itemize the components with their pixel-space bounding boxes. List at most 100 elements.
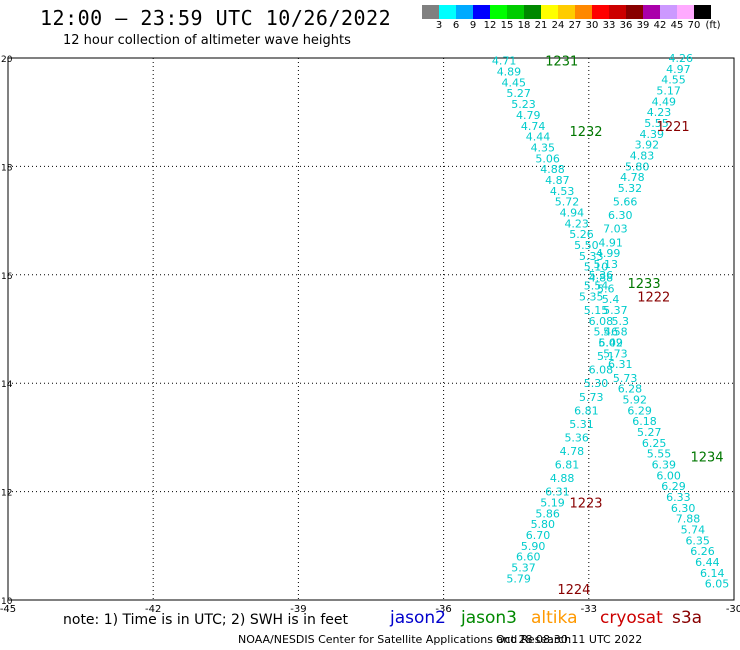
wave-height-value: 4.97	[666, 63, 691, 76]
wave-height-value: 6.05	[705, 578, 730, 591]
wave-height-value: 5.66	[613, 196, 638, 209]
lat-tick-label: 10	[1, 597, 13, 607]
track-label: 1221	[657, 120, 690, 135]
wave-height-value: 4.23	[647, 106, 672, 119]
colorbar-swatch	[558, 5, 575, 19]
wave-height-value: 4.79	[516, 109, 541, 122]
wave-height-value: 6.70	[526, 529, 551, 542]
colorbar-label: 18	[517, 20, 531, 31]
colorbar-swatch	[660, 5, 677, 19]
colorbar-label: 27	[568, 20, 582, 31]
wave-height-value: 4.44	[526, 131, 551, 144]
wave-height-value: 6.00	[656, 469, 681, 482]
wave-height-value: 5.73	[613, 372, 638, 385]
wave-height-value: 6.81	[574, 404, 599, 417]
legend-altika: altika	[531, 608, 578, 628]
wave-height-value: 5.37	[511, 561, 536, 574]
legend-jason2: jason2	[390, 608, 446, 628]
wave-height-colorbar	[422, 5, 711, 19]
wave-height-value: 3.92	[635, 139, 660, 152]
colorbar-label: 70	[687, 20, 701, 31]
wave-height-value: 7.03	[603, 223, 628, 236]
wave-height-value: 5.15	[584, 304, 609, 317]
wave-height-value: 5.42	[598, 337, 623, 350]
wave-height-value: 5.80	[531, 518, 556, 531]
wave-height-value: 4.78	[620, 171, 645, 184]
lon-tick-label: -39	[290, 604, 306, 615]
wave-height-value: 6.39	[652, 459, 677, 472]
wave-height-value: 6.31	[608, 358, 633, 371]
wave-height-value: 4.39	[639, 128, 664, 141]
wave-height-value: 5.31	[569, 418, 594, 431]
wave-height-value: 6.30	[671, 502, 696, 515]
colorbar-swatch	[677, 5, 694, 19]
wave-height-value: 6.18	[632, 415, 657, 428]
wave-height-value: 5.35	[579, 290, 604, 303]
wave-height-value: 6.60	[516, 551, 541, 564]
wave-height-value: 7.88	[676, 513, 701, 526]
wave-height-value: 5.6	[597, 282, 615, 295]
colorbar-label: 42	[653, 20, 667, 31]
colorbar-swatch	[643, 5, 660, 19]
wave-height-value: 4.83	[630, 150, 655, 163]
wave-height-value: 6.35	[685, 534, 710, 547]
wave-height-value: 4.35	[531, 141, 556, 154]
wave-height-value: 6.33	[666, 491, 691, 504]
track-label: 1232	[569, 125, 602, 140]
footer-timestamp: Oct 28 08:30:11 UTC 2022	[496, 633, 643, 646]
wave-height-value: 6.08	[589, 364, 614, 377]
wave-height-value: 5.26	[569, 228, 594, 241]
wave-height-value: 5.80	[625, 160, 650, 173]
wave-height-value: 5.27	[506, 87, 531, 100]
colorbar-label: 3	[435, 20, 443, 31]
wave-height-value: 4.55	[661, 74, 686, 87]
lat-tick-label: 14	[1, 380, 13, 390]
colorbar-label: 15	[500, 20, 514, 31]
colorbar-swatch	[456, 5, 473, 19]
colorbar-swatch	[439, 5, 456, 19]
lon-tick-label: -30	[726, 604, 740, 615]
wave-height-value: 5.17	[656, 85, 681, 98]
wave-height-value: 5.58	[603, 326, 628, 339]
wave-height-value: 5.36	[564, 431, 589, 444]
wave-height-value: 5.4	[602, 293, 620, 306]
wave-height-value: 6.30	[608, 209, 633, 222]
wave-height-value: 4.88	[589, 272, 614, 285]
colorbar-swatch	[524, 5, 541, 19]
wave-height-value: 5.36	[589, 269, 614, 282]
wave-height-value: 4.91	[598, 236, 623, 249]
legend-s3a: s3a	[672, 608, 703, 628]
colorbar-swatch	[609, 5, 626, 19]
wave-height-value: 5.1	[597, 350, 615, 363]
wave-height-value: 4.88	[550, 472, 575, 485]
wave-height-value: 5.46	[593, 326, 618, 339]
colorbar-label: 21	[534, 20, 548, 31]
map-subtitle: 12 hour collection of altimeter wave hei…	[63, 33, 351, 48]
colorbar-swatch	[694, 5, 711, 19]
lat-tick-label: 18	[1, 163, 13, 173]
wave-height-value: 6.25	[642, 437, 667, 450]
colorbar-swatch	[575, 5, 592, 19]
colorbar-swatch	[473, 5, 490, 19]
wave-height-value: 4.89	[497, 66, 522, 79]
track-label: 1231	[545, 55, 578, 70]
colorbar-label: 45	[670, 20, 684, 31]
lon-tick-label: -42	[145, 604, 161, 615]
wave-height-value: 5.50	[574, 239, 599, 252]
wave-height-value: 5.10	[584, 261, 609, 274]
wave-height-value: 5.32	[618, 182, 643, 195]
legend-cryosat: cryosat	[600, 608, 663, 628]
lat-tick-label: 20	[1, 55, 13, 65]
colorbar-label: 6	[452, 20, 460, 31]
colorbar-label: 9	[469, 20, 477, 31]
lon-tick-label: -45	[0, 604, 16, 615]
wave-height-value: 4.23	[564, 217, 589, 230]
wave-height-value: 6.31	[545, 486, 570, 499]
wave-height-value: 6.29	[627, 404, 652, 417]
map-frame	[7, 57, 735, 601]
lon-tick-label: -36	[435, 604, 451, 615]
wave-height-value: 4.71	[492, 55, 517, 68]
wave-height-value: 5.37	[603, 304, 628, 317]
wave-height-value: 5.92	[623, 393, 648, 406]
wave-height-value: 5.13	[593, 258, 618, 271]
